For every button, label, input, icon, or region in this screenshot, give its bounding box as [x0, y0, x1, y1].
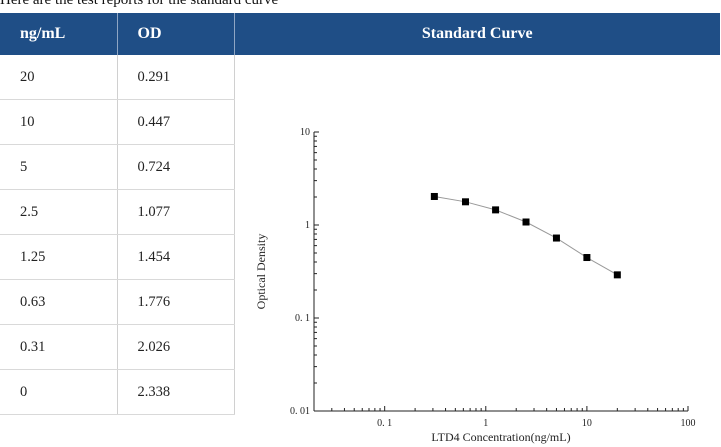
cell-concentration: 0.63 [0, 279, 118, 325]
table-row: 0 2.338 [0, 369, 720, 415]
y-tick-label: 0. 1 [295, 313, 310, 324]
cell-concentration: 0.31 [0, 324, 118, 370]
x-axis-label: LTD4 Concentration(ng/mL) [431, 430, 570, 444]
x-tick-label: 1 [483, 418, 488, 429]
y-tick-label: 1 [305, 220, 310, 231]
cell-concentration: 20 [0, 55, 118, 100]
cell-od: 0.724 [117, 144, 235, 190]
y-tick-label: 10 [300, 127, 310, 138]
x-tick-label: 10 [581, 418, 591, 429]
col-header-standard-curve: Standard Curve [234, 13, 720, 55]
table-row: 5 0.724 [0, 144, 720, 190]
data-point [461, 198, 469, 206]
data-point [491, 206, 499, 214]
table-row: 0.31 2.026 [0, 324, 720, 370]
data-point [430, 192, 438, 200]
y-tick-label: 0. 01 [290, 406, 310, 417]
table-row: 0.63 1.776 [0, 279, 720, 325]
col-header-concentration: ng/mL [0, 13, 118, 55]
cell-od: 2.338 [117, 369, 235, 415]
standard-curve-table: ng/mL OD Standard Curve 20 0.291 0. 1 1 10… [0, 13, 720, 444]
data-point [613, 271, 621, 279]
series-line [433, 195, 618, 276]
data-point [552, 234, 560, 242]
standard-curve-chart: 0. 1 1 10 100 0. 01 0. 1 1 10 LTD4 Concentration… [254, 127, 696, 444]
cell-od: 2.026 [117, 324, 235, 370]
y-axis-label: Optical Density [254, 234, 268, 310]
cell-concentration: 1.25 [0, 234, 118, 280]
col-header-od: OD [117, 13, 235, 55]
cell-concentration: 0 [0, 369, 118, 415]
cell-concentration: 5 [0, 144, 118, 190]
cell-od: 1.776 [117, 279, 235, 325]
x-tick-label: 0. 1 [377, 418, 392, 429]
table-row: 10 0.447 [0, 99, 720, 145]
chart-cell: 0. 1 1 10 100 0. 01 0. 1 1 10 LTD4 Concentration… [234, 55, 720, 444]
table-header-row: ng/mL OD Standard Curve [0, 13, 720, 55]
cell-concentration: 2.5 [0, 189, 118, 235]
table-row: 2.5 1.077 [0, 189, 720, 235]
cell-od: 1.454 [117, 234, 235, 280]
data-point [582, 254, 590, 262]
cell-od: 1.077 [117, 189, 235, 235]
cell-concentration: 10 [0, 99, 118, 145]
data-point [522, 218, 530, 226]
header-text: Here are the test reports for the standa… [0, 0, 279, 8]
cell-od: 0.447 [117, 99, 235, 145]
x-tick-label: 100 [680, 418, 695, 429]
cell-od: 0.291 [117, 55, 235, 100]
table-row: 1.25 1.454 [0, 234, 720, 280]
table-row: 20 0.291 0. 1 1 10 100 0. 01 0. 1 1 10 LTD4 Conc… [0, 55, 720, 444]
